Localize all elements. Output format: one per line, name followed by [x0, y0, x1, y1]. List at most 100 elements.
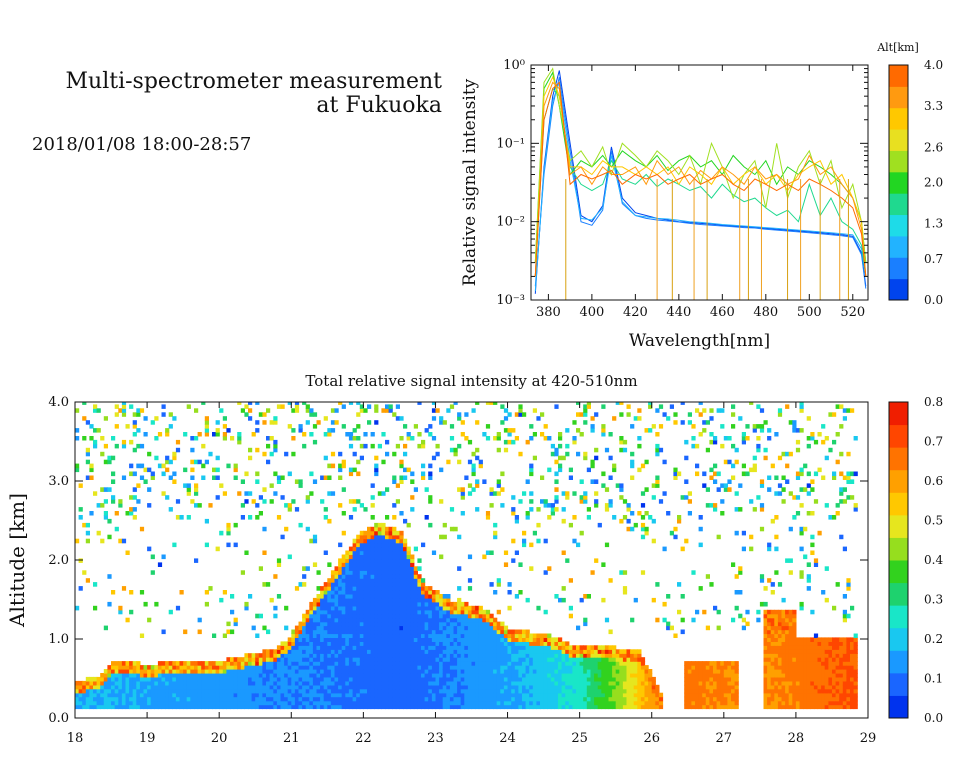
heatmap-cell: [194, 459, 199, 465]
heatmap-cell: [370, 582, 375, 587]
heatmap-cell: [338, 625, 343, 631]
heatmap-cell: [237, 680, 242, 686]
heatmap-cell: [143, 684, 148, 690]
heatmap-cell: [525, 511, 530, 516]
heatmap-cell: [612, 665, 617, 670]
heatmap-cell: [446, 704, 451, 710]
heatmap-cell: [330, 704, 336, 710]
heatmap-cell: [428, 625, 433, 631]
heatmap-cell: [435, 625, 440, 631]
heatmap-cell: [385, 669, 390, 674]
heatmap-cell: [511, 637, 516, 642]
heatmap-cell: [338, 629, 343, 635]
heatmap-cell: [658, 700, 664, 706]
heatmap-cell: [489, 641, 494, 646]
heatmap-cell: [111, 669, 116, 674]
heatmap-cell: [312, 696, 318, 702]
heatmap-cell: [615, 700, 620, 706]
heatmap-cell: [601, 471, 606, 477]
heatmap-cell: [345, 676, 350, 682]
heatmap-cell: [136, 499, 141, 504]
heatmap-cell: [330, 641, 336, 646]
heatmap-cell: [777, 657, 783, 662]
heatmap-cell: [352, 645, 357, 650]
heatmap-cell: [348, 597, 354, 603]
heatmap-cell: [269, 451, 274, 457]
heatmap-cell: [705, 447, 710, 453]
heatmap-cell: [266, 673, 271, 678]
heatmap-cell: [734, 669, 739, 674]
heatmap-cell: [377, 491, 382, 496]
heatmap-cell: [381, 542, 386, 548]
heatmap-cell: [316, 657, 321, 662]
heatmap-cell: [525, 645, 530, 650]
heatmap-cell: [356, 696, 361, 702]
heatmap-cell: [287, 669, 292, 674]
heatmap-cell: [359, 574, 364, 579]
heatmap-cell: [150, 700, 155, 706]
heatmap-cell: [111, 665, 116, 670]
heatmap-cell: [309, 605, 314, 611]
heatmap-cell: [727, 688, 732, 694]
heatmap-cell: [536, 649, 541, 654]
heatmap-cell: [767, 475, 772, 480]
heatmap-cell: [493, 491, 498, 496]
heatmap-cell: [392, 546, 397, 552]
heatmap-cell: [262, 700, 267, 706]
heatmap-cell: [374, 700, 379, 706]
heatmap-cell: [186, 700, 191, 706]
heatmap-cell: [439, 688, 444, 694]
heatmap-cell: [363, 601, 368, 607]
heatmap-cell: [219, 669, 224, 674]
heatmap-cell: [554, 404, 559, 409]
heatmap-cell: [388, 676, 393, 682]
heatmap-cell: [532, 676, 537, 682]
heatmap-cell: [204, 673, 209, 678]
heatmap-cell: [334, 696, 339, 702]
heatmap-cell: [323, 432, 328, 437]
heatmap-cell: [439, 597, 444, 603]
heatmap-cell: [630, 657, 635, 662]
heatmap-cell: [435, 684, 440, 690]
heatmap-cell: [446, 605, 451, 611]
heatmap-cell: [132, 412, 137, 417]
heatmap-cell: [767, 684, 772, 690]
heatmap-cell: [554, 688, 559, 694]
heatmap-cell: [320, 704, 325, 710]
heatmap-cell: [583, 673, 588, 678]
heatmap-cell: [741, 617, 746, 623]
heatmap-cell: [601, 676, 606, 682]
heatmap-cell: [522, 542, 527, 548]
heatmap-cell: [129, 507, 134, 512]
heatmap-cell: [165, 696, 170, 702]
heatmap-cell: [759, 424, 765, 429]
heatmap-cell: [478, 661, 483, 666]
heatmap-cell: [410, 649, 415, 654]
heatmap-cell: [309, 692, 314, 698]
heatmap-cell: [89, 424, 94, 429]
heatmap-cell: [388, 684, 393, 690]
heatmap-cell: [677, 609, 682, 615]
heatmap-cell: [392, 601, 397, 607]
heatmap-cell: [460, 605, 465, 611]
heatmap-cell: [172, 673, 177, 678]
heatmap-cell: [496, 479, 501, 484]
heatmap-cell: [392, 669, 397, 674]
heatmap-cell: [612, 676, 617, 682]
heatmap-cell: [709, 416, 714, 421]
heatmap-cell: [165, 688, 170, 694]
heatmap-cell: [316, 594, 321, 599]
heatmap-cell: [525, 515, 530, 520]
heatmap-cell: [78, 692, 83, 698]
heatmap-cell: [648, 692, 653, 698]
heatmap-cell: [673, 467, 678, 473]
heatmap-cell: [572, 420, 577, 425]
heatmap-cell: [341, 613, 346, 619]
heatmap-cell: [594, 649, 599, 654]
heatmap-cell: [442, 704, 447, 710]
heatmap-cell: [583, 645, 588, 650]
heatmap-cell: [648, 680, 653, 686]
heatmap-cell: [565, 491, 570, 496]
heatmap-cell: [698, 673, 703, 678]
heatmap-cell: [417, 574, 422, 579]
